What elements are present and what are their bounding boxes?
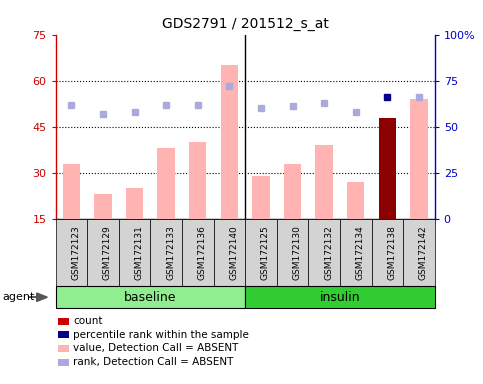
Text: percentile rank within the sample: percentile rank within the sample: [73, 330, 249, 340]
Bar: [379, 118, 396, 219]
Text: GSM172133: GSM172133: [166, 225, 175, 280]
Text: GSM172130: GSM172130: [293, 225, 301, 280]
Text: baseline: baseline: [124, 291, 177, 304]
Text: GSM172134: GSM172134: [355, 225, 365, 280]
Bar: [126, 188, 143, 219]
Bar: [94, 194, 112, 219]
Bar: [189, 142, 206, 219]
Bar: [284, 164, 301, 219]
Text: GSM172132: GSM172132: [324, 225, 333, 280]
Text: count: count: [73, 316, 103, 326]
Text: GDS2791 / 201512_s_at: GDS2791 / 201512_s_at: [162, 17, 328, 31]
Text: GSM172123: GSM172123: [71, 225, 80, 280]
Text: GSM172138: GSM172138: [387, 225, 397, 280]
Text: rank, Detection Call = ABSENT: rank, Detection Call = ABSENT: [73, 357, 234, 367]
Bar: [252, 176, 270, 219]
Text: GSM172140: GSM172140: [229, 225, 238, 280]
Text: GSM172129: GSM172129: [103, 225, 112, 280]
Text: GSM172131: GSM172131: [135, 225, 143, 280]
Text: GSM172125: GSM172125: [261, 225, 270, 280]
Bar: [221, 65, 238, 219]
Text: GSM172142: GSM172142: [419, 225, 428, 280]
Bar: [157, 148, 175, 219]
Text: value, Detection Call = ABSENT: value, Detection Call = ABSENT: [73, 343, 239, 354]
Bar: [315, 145, 333, 219]
Text: agent: agent: [2, 292, 35, 302]
Bar: [410, 99, 427, 219]
Text: GSM172136: GSM172136: [198, 225, 207, 280]
Bar: [347, 182, 364, 219]
Text: insulin: insulin: [320, 291, 360, 304]
Bar: [63, 164, 80, 219]
